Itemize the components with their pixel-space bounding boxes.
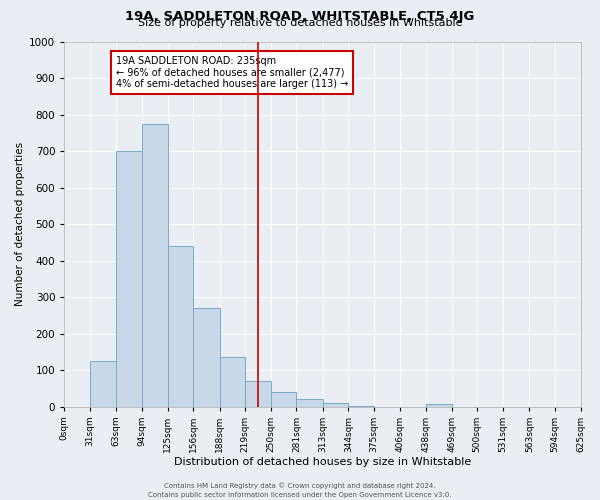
Bar	[296, 398, 323, 406]
Text: 19A SADDLETON ROAD: 235sqm
← 96% of detached houses are smaller (2,477)
4% of se: 19A SADDLETON ROAD: 235sqm ← 96% of deta…	[116, 56, 349, 90]
Bar	[167, 246, 193, 406]
Bar	[193, 308, 220, 406]
Bar	[323, 403, 349, 406]
Text: Contains HM Land Registry data © Crown copyright and database right 2024.: Contains HM Land Registry data © Crown c…	[164, 482, 436, 489]
Text: 19A, SADDLETON ROAD, WHITSTABLE, CT5 4JG: 19A, SADDLETON ROAD, WHITSTABLE, CT5 4JG	[125, 10, 475, 23]
Bar	[142, 124, 167, 406]
Bar	[90, 361, 116, 406]
Bar	[426, 404, 452, 406]
Text: Contains public sector information licensed under the Open Government Licence v3: Contains public sector information licen…	[148, 492, 452, 498]
Y-axis label: Number of detached properties: Number of detached properties	[15, 142, 25, 306]
X-axis label: Distribution of detached houses by size in Whitstable: Distribution of detached houses by size …	[174, 458, 471, 468]
Text: Size of property relative to detached houses in Whitstable: Size of property relative to detached ho…	[138, 18, 462, 28]
Bar	[245, 381, 271, 406]
Bar	[116, 151, 142, 406]
Bar	[220, 358, 245, 406]
Bar	[271, 392, 296, 406]
